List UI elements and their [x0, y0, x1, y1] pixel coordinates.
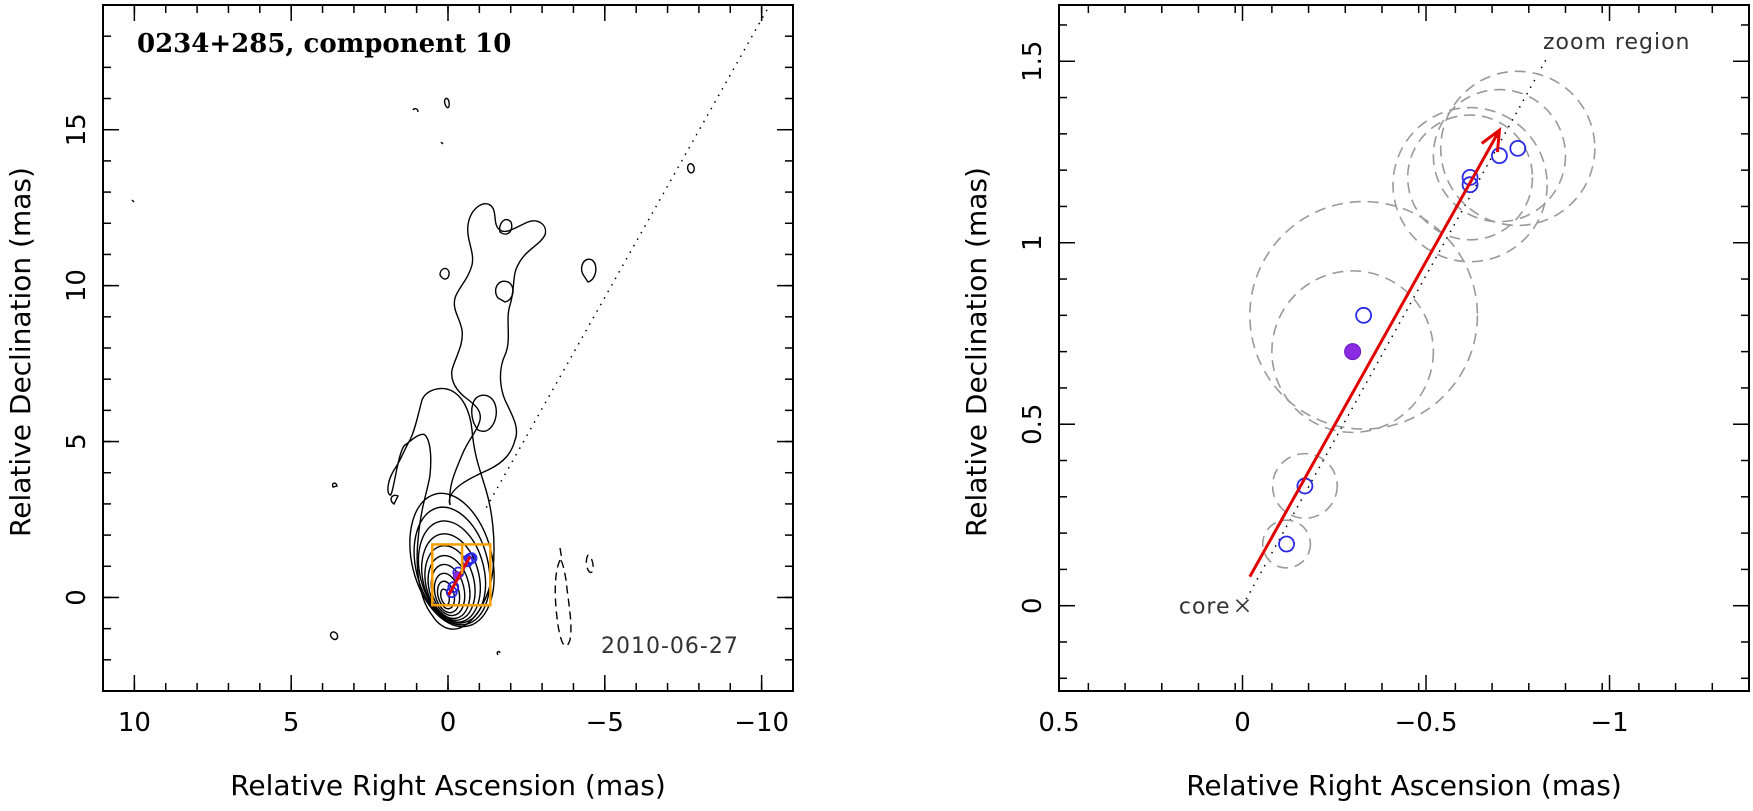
zoom-mean-position-marker [1344, 343, 1362, 361]
motion-vector-head [1480, 127, 1502, 153]
jet-direction-line [485, 7, 769, 509]
left-x-tick-label: 10 [118, 708, 151, 738]
left-y-tick-label: 5 [62, 433, 92, 450]
negative-contour-3 [559, 547, 563, 561]
position-uncertainty-circle [1439, 70, 1596, 227]
left-x-axis-label: Relative Right Ascension (mas) [230, 769, 666, 802]
position-uncertainty-circle [1271, 452, 1339, 520]
epoch-label: 2010-06-27 [601, 634, 739, 659]
zoom-component-position-marker [1355, 306, 1373, 324]
contour-blob-d [390, 494, 399, 506]
contour-blob-j [496, 650, 501, 656]
position-uncertainty-circle [1432, 88, 1567, 223]
right-axis-ticks [1058, 5, 1750, 691]
left-chart-title: 0234+285, component 10 [137, 29, 511, 59]
contour-knot-3 [580, 258, 597, 283]
left-y-axis-label: Relative Declination (mas) [4, 167, 37, 537]
right-plot-frame [1058, 4, 1750, 692]
contour-outer [387, 387, 495, 630]
core-contour-2 [413, 506, 491, 626]
left-y-tick-label: 15 [62, 113, 92, 146]
uncertainty-circles [1249, 70, 1596, 569]
core-marker [1235, 599, 1250, 613]
left-y-tick-label: 10 [62, 269, 92, 302]
position-uncertainty-circle [1406, 114, 1534, 241]
core-contour-9 [436, 580, 456, 610]
contour-blob-h [412, 108, 419, 113]
contour-blob-g [443, 97, 450, 109]
contour-blob-c [686, 163, 695, 174]
right-x-tick-label: −1 [1590, 708, 1628, 738]
right-y-tick-label: 1.5 [1018, 41, 1048, 82]
zoom-motion-vector [1248, 127, 1502, 578]
right-x-tick-label: 0 [1234, 708, 1251, 738]
core-contour-3 [417, 520, 487, 624]
radio-contours [131, 97, 695, 656]
core-contour-4 [421, 533, 481, 623]
negative-contour-2 [585, 554, 594, 574]
position-uncertainty-circle [1271, 270, 1435, 434]
left-y-tick-label: 0 [62, 589, 92, 606]
left-axis-ticks [102, 4, 794, 692]
position-uncertainty-circle [1249, 200, 1479, 430]
left-x-tick-label: −10 [734, 708, 789, 738]
contour-blob-k [440, 141, 444, 145]
right-y-tick-label: 1 [1018, 234, 1048, 251]
component-position-marker [447, 581, 460, 594]
component-position-marker [465, 552, 478, 565]
left-panel-contour-map: 10 5 0 −5 −10 0 5 10 15 [4, 4, 794, 802]
right-y-tick-label: 0.5 [1018, 404, 1048, 445]
right-y-axis-label: Relative Declination (mas) [960, 167, 993, 537]
right-x-axis-label: Relative Right Ascension (mas) [1186, 769, 1622, 802]
right-x-tick-label: −0.5 [1394, 708, 1457, 738]
core-contour-8 [433, 572, 461, 614]
motion-vector [447, 555, 472, 596]
core-contour-6 [427, 554, 471, 620]
negative-contour-1 [554, 559, 572, 647]
motion-vector-shaft [1248, 129, 1501, 578]
left-x-tick-label: −5 [586, 708, 624, 738]
contour-upper-plume [448, 203, 547, 506]
position-uncertainty-circle [1261, 519, 1312, 569]
contour-blob-b [498, 218, 513, 235]
right-y-tick-label: 0 [1018, 597, 1048, 614]
left-tick-labels: 10 5 0 −5 −10 0 5 10 15 [62, 113, 789, 738]
contour-knot-2 [494, 280, 514, 303]
zoom-component-position-marker [1509, 139, 1527, 157]
core-contour-5 [424, 544, 476, 622]
contour-blob-f [329, 631, 339, 641]
zoom-component-position-marker [1491, 147, 1508, 165]
core-label: core [1179, 595, 1231, 620]
zoom-component-position-marker [1278, 535, 1295, 553]
zoom-component-markers [1278, 139, 1527, 553]
left-x-tick-label: 5 [283, 708, 300, 738]
left-x-tick-label: 0 [440, 708, 457, 738]
zoom-component-position-marker [1461, 176, 1479, 194]
zoom-jet-direction-line [1241, 57, 1548, 607]
zoom-region-label: zoom region [1543, 30, 1690, 55]
position-uncertainty-circle [1392, 106, 1548, 263]
contour-blob-i [131, 199, 135, 203]
contour-knot-1 [471, 394, 497, 432]
contour-blob-a [439, 267, 450, 280]
right-tick-labels: 0.5 0 −0.5 −1 0 0.5 1 1.5 [1018, 41, 1629, 738]
core-marker-stroke [1235, 599, 1250, 613]
right-panel-zoom: 0.5 0 −0.5 −1 0 0.5 1 1.5 zoom region core Rela… [960, 4, 1750, 802]
right-x-tick-label: 0.5 [1038, 708, 1079, 738]
contour-blob-e [331, 482, 338, 488]
